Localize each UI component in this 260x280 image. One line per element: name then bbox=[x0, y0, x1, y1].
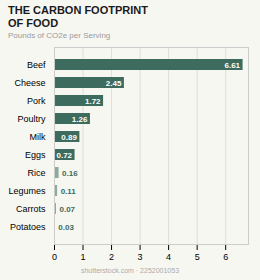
svg-text:2.45: 2.45 bbox=[106, 79, 122, 88]
html-text:shutterstock.com · 2252001053: shutterstock.com · 2252001053 bbox=[81, 267, 179, 274]
svg-text:6: 6 bbox=[223, 252, 228, 262]
svg-text:1.26: 1.26 bbox=[72, 115, 88, 124]
svg-text:1: 1 bbox=[81, 252, 86, 262]
html-text:Pounds of CO2e per Serving: Pounds of CO2e per Serving bbox=[8, 31, 111, 40]
svg-text:Pork: Pork bbox=[27, 96, 46, 106]
svg-text:0.11: 0.11 bbox=[61, 187, 77, 196]
svg-text:0.16: 0.16 bbox=[62, 169, 78, 178]
svg-text:1.72: 1.72 bbox=[85, 97, 101, 106]
svg-text:Beef: Beef bbox=[27, 60, 46, 70]
svg-text:Potatoes: Potatoes bbox=[10, 222, 46, 232]
svg-text:Legumes: Legumes bbox=[8, 186, 46, 196]
svg-text:0.89: 0.89 bbox=[61, 133, 77, 142]
svg-text:Cheese: Cheese bbox=[14, 78, 45, 88]
svg-text:Milk: Milk bbox=[30, 132, 46, 142]
svg-text:Poultry: Poultry bbox=[17, 114, 46, 124]
svg-text:Carrots: Carrots bbox=[16, 204, 46, 214]
svg-text:0.03: 0.03 bbox=[58, 223, 74, 232]
svg-text:2: 2 bbox=[109, 252, 114, 262]
svg-text:5: 5 bbox=[195, 252, 200, 262]
svg-text:Rice: Rice bbox=[27, 168, 45, 178]
svg-text:Eggs: Eggs bbox=[25, 150, 46, 160]
svg-text:0.07: 0.07 bbox=[59, 205, 75, 214]
svg-text:0.72: 0.72 bbox=[56, 151, 72, 160]
svg-text:0: 0 bbox=[52, 252, 57, 262]
html-text:OF FOOD: OF FOOD bbox=[8, 17, 59, 29]
svg-text:4: 4 bbox=[166, 252, 171, 262]
html-text:THE CARBON FOOTPRINT: THE CARBON FOOTPRINT bbox=[8, 4, 148, 16]
svg-text:6.61: 6.61 bbox=[225, 61, 241, 70]
svg-text:3: 3 bbox=[138, 252, 143, 262]
